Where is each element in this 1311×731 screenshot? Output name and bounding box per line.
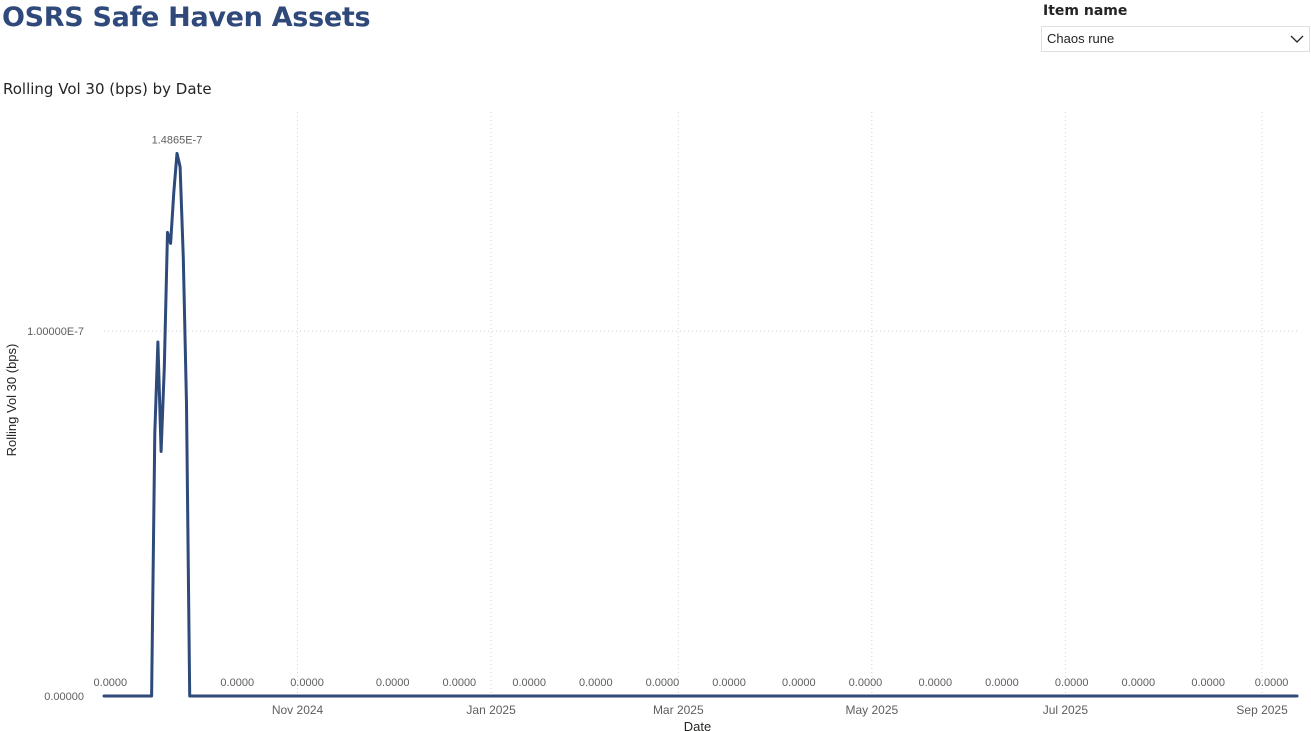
chart-title: Rolling Vol 30 (bps) by Date <box>3 80 212 98</box>
chevron-down-icon <box>1290 35 1304 43</box>
data-label: 0.0000 <box>1122 677 1156 689</box>
line-chart: 0.00000 1.00000E-7 Nov 2024 Jan 2025 Mar 202… <box>4 112 1299 731</box>
data-label: 0.0000 <box>712 677 746 689</box>
data-label: 0.0000 <box>646 677 680 689</box>
data-label: 0.0000 <box>1055 677 1089 689</box>
series-line <box>102 151 1299 698</box>
page-title: OSRS Safe Haven Assets <box>2 2 371 33</box>
data-label: 0.0000 <box>579 677 613 689</box>
data-label: 0.0000 <box>290 677 324 689</box>
data-label: 0.0000 <box>512 677 546 689</box>
data-label: 0.0000 <box>985 677 1019 689</box>
data-label: 0.0000 <box>376 677 410 689</box>
y-tick-label: 1.00000E-7 <box>27 326 84 338</box>
data-label: 0.0000 <box>1191 677 1225 689</box>
slicer-label: Item name <box>1043 3 1128 19</box>
x-tick-label: Mar 2025 <box>653 703 704 717</box>
data-label: 0.0000 <box>918 677 952 689</box>
y-tick-label: 0.00000 <box>44 691 84 703</box>
item-name-dropdown[interactable]: Chaos rune <box>1041 26 1310 52</box>
data-label: 0.0000 <box>1255 677 1289 689</box>
x-tick-label: May 2025 <box>845 703 898 717</box>
x-tick-label: Jul 2025 <box>1043 703 1089 717</box>
y-axis-title: Rolling Vol 30 (bps) <box>4 344 19 457</box>
item-name-slicer: Item name Chaos rune <box>1041 2 1310 52</box>
x-tick-label: Sep 2025 <box>1236 703 1288 717</box>
data-label: 1.4865E-7 <box>152 134 203 146</box>
data-label: 0.0000 <box>220 677 254 689</box>
x-tick-label: Jan 2025 <box>466 703 516 717</box>
data-label: 0.0000 <box>782 677 816 689</box>
x-tick-label: Nov 2024 <box>272 703 324 717</box>
x-axis-title: Date <box>684 719 711 731</box>
data-label: 0.0000 <box>94 677 128 689</box>
slicer-selected-value: Chaos rune <box>1047 31 1115 46</box>
data-label: 0.0000 <box>849 677 883 689</box>
data-label: 0.0000 <box>443 677 477 689</box>
